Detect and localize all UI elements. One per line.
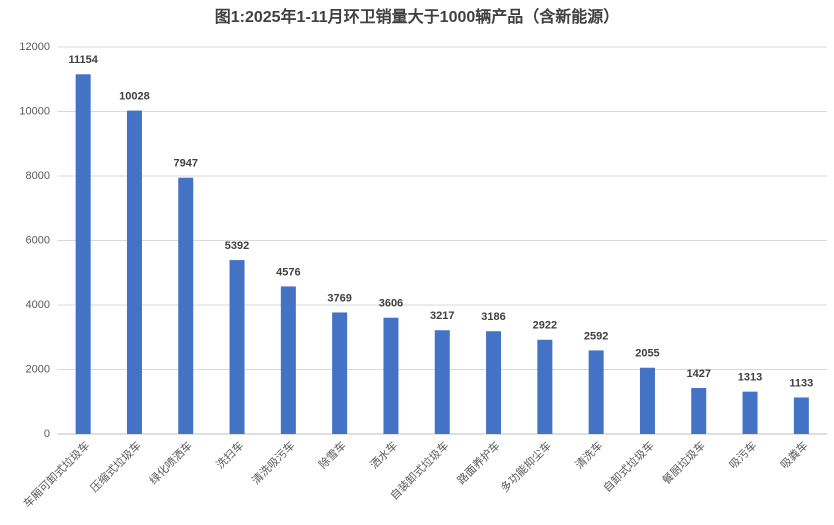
data-label: 3769 — [327, 292, 351, 304]
bar — [742, 391, 758, 434]
bar — [178, 177, 194, 435]
chart-title: 图1:2025年1-11月环卫销量大于1000辆产品（含新能源） — [215, 7, 620, 26]
y-tick-label: 6000 — [26, 234, 50, 246]
data-label: 3217 — [430, 310, 454, 322]
y-tick-label: 12000 — [19, 41, 50, 53]
data-label: 2055 — [635, 348, 659, 360]
data-label: 7947 — [174, 158, 198, 170]
data-label: 10028 — [119, 91, 150, 103]
bar — [280, 286, 296, 434]
y-tick-label: 0 — [44, 428, 50, 440]
bar — [691, 387, 707, 434]
bar — [126, 110, 142, 435]
y-tick-label: 8000 — [26, 170, 50, 182]
data-label: 3606 — [379, 298, 403, 310]
data-label: 2922 — [533, 320, 557, 332]
data-label: 2592 — [584, 330, 608, 342]
bar — [383, 317, 399, 434]
bar — [537, 339, 553, 434]
data-label: 1313 — [738, 372, 762, 384]
bar — [229, 260, 245, 434]
bar — [588, 350, 604, 434]
bar — [793, 397, 809, 434]
data-label: 1427 — [687, 368, 711, 380]
y-tick-label: 2000 — [26, 363, 50, 375]
bar — [75, 74, 91, 434]
y-tick-label: 4000 — [26, 299, 50, 311]
bar — [332, 312, 348, 434]
bar — [639, 367, 655, 434]
data-label: 4576 — [276, 266, 300, 278]
y-tick-label: 10000 — [19, 105, 50, 117]
data-label: 1133 — [789, 377, 813, 389]
data-label: 11154 — [68, 54, 98, 66]
bar — [486, 331, 502, 434]
data-label: 3186 — [481, 311, 505, 323]
bar — [434, 330, 450, 434]
data-label: 5392 — [225, 240, 249, 252]
